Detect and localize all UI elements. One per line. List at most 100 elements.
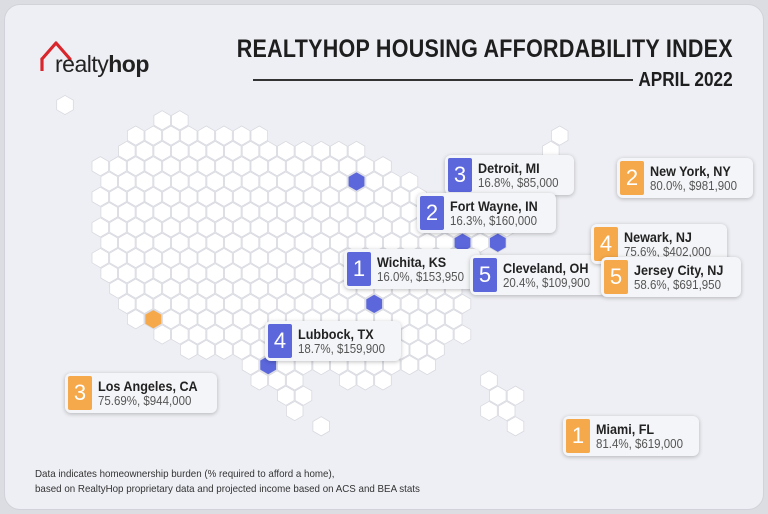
rank-badge: 5: [604, 260, 628, 294]
map-hex-tile: [100, 171, 118, 192]
map-hex-tile: [197, 125, 215, 146]
map-hex-tile: [392, 217, 410, 238]
map-hex-tile: [127, 217, 145, 238]
map-hex-tile: [215, 339, 233, 360]
map-hex-tile: [162, 186, 180, 207]
map-hex-tile: [312, 202, 330, 223]
map-hex-tile: [91, 217, 109, 238]
map-hex-tile: [215, 217, 233, 238]
map-hex-tile: [356, 156, 374, 177]
footnote-line: Data indicates homeownership burden (% r…: [35, 468, 335, 480]
rank-badge: 1: [566, 419, 590, 453]
map-hex-tile: [118, 293, 136, 314]
map-hex-tile: [286, 247, 304, 269]
rank-badge: 2: [420, 196, 444, 230]
map-hex-tile: [109, 247, 127, 269]
map-hex-tile: [171, 293, 189, 314]
city-card-miami: 1 Miami, FL 81.4%, $619,000: [563, 416, 699, 456]
city-stats: 16.8%, $85,000: [478, 175, 559, 190]
map-hex-tile: [339, 217, 357, 238]
map-hex-tile: [180, 156, 198, 177]
map-hex-tile: [215, 186, 233, 207]
city-stats: 75.69%, $944,000: [98, 393, 192, 408]
map-hex-tile: [286, 370, 304, 391]
map-hex-tile: [91, 156, 109, 177]
map-hex-tile: [259, 232, 277, 253]
map-hex-tile: [118, 232, 136, 253]
rank-badge: 3: [448, 158, 472, 192]
map-hex-tile: [171, 110, 189, 131]
map-hex-tile: [215, 309, 233, 330]
map-hex-tile: [506, 385, 525, 406]
map-hex-tile: [294, 171, 313, 192]
map-hex-tile: [259, 171, 277, 192]
map-hex-tile: [206, 171, 224, 192]
map-hex-tile: [153, 110, 171, 131]
map-hex-tile: [365, 171, 383, 192]
map-hex-tile: [427, 339, 445, 360]
map-hex-tile: [233, 278, 251, 299]
city-stats: 20.4%, $109,900: [503, 275, 590, 290]
page-subtitle: APRIL 2022: [638, 69, 733, 91]
map-hex-tile: [374, 217, 392, 238]
infographic-card: realtyhop REALTYHOP HOUSING AFFORDABILIT…: [4, 4, 764, 510]
map-hex-tile: [206, 202, 224, 223]
map-hex-tile: [250, 370, 268, 391]
map-hex-tile: [321, 278, 339, 299]
map-hex-tile: [144, 125, 162, 146]
map-hex-tile: [277, 293, 295, 314]
map-hex-tile: [400, 171, 419, 192]
map-hex-tile: [118, 263, 136, 284]
map-hex-tile: [453, 324, 472, 345]
map-hex-tile: [312, 140, 330, 161]
map-hex-tile: [188, 293, 207, 314]
map-hex-tile: [277, 263, 295, 284]
map-hex-tile: [206, 293, 224, 314]
map-hex-tile: [259, 202, 277, 223]
city-name: Detroit, MI: [478, 159, 540, 176]
map-hex-tile: [144, 217, 162, 238]
map-hex-tile: [418, 355, 436, 376]
map-hex-tile: [303, 217, 321, 238]
map-hex-tile: [171, 202, 189, 223]
map-hex-tile: [400, 293, 419, 314]
map-hex-tile: [330, 293, 348, 314]
map-hex-tile: [153, 293, 171, 314]
map-hex-tile: [188, 232, 207, 253]
house-icon: [40, 41, 72, 71]
map-hex-tile: [400, 202, 419, 223]
affordable-city-hex: [365, 293, 383, 314]
city-card-lubbock: 4 Lubbock, TX 18.7%, $159,900: [265, 321, 401, 361]
map-hex-tile: [303, 278, 321, 299]
map-hex-tile: [250, 217, 268, 238]
map-hex-tile: [418, 324, 436, 345]
map-hex-tile: [312, 416, 330, 437]
map-hex-tile: [321, 156, 339, 177]
map-hex-tile: [233, 217, 251, 238]
rank-badge: 3: [68, 376, 92, 410]
map-hex-tile: [206, 263, 224, 284]
map-hex-tile: [268, 278, 286, 299]
map-hex-tile: [135, 171, 154, 192]
map-hex-tile: [400, 355, 419, 376]
realtyhop-logo: realtyhop: [39, 37, 189, 77]
map-hex-tile: [153, 202, 171, 223]
map-hex-tile: [374, 186, 392, 207]
map-hex-tile: [453, 293, 472, 314]
logo-wordmark: realtyhop: [55, 51, 149, 77]
map-hex-tile: [224, 202, 242, 223]
map-hex-tile: [294, 140, 313, 161]
map-hex-tile: [277, 232, 295, 253]
map-hex-tile: [153, 140, 171, 161]
map-hex-tile: [365, 232, 383, 253]
map-hex-tile: [277, 140, 295, 161]
map-hex-tile: [135, 263, 154, 284]
map-hex-tile: [233, 125, 251, 146]
map-hex-tile: [91, 247, 109, 269]
map-hex-tile: [241, 232, 260, 253]
map-hex-tile: [383, 232, 401, 253]
city-card-wichita: 1 Wichita, KS 16.0%, $153,950: [344, 249, 480, 289]
map-hex-tile: [286, 156, 304, 177]
map-hex-tile: [321, 186, 339, 207]
map-hex-tile: [480, 400, 498, 422]
